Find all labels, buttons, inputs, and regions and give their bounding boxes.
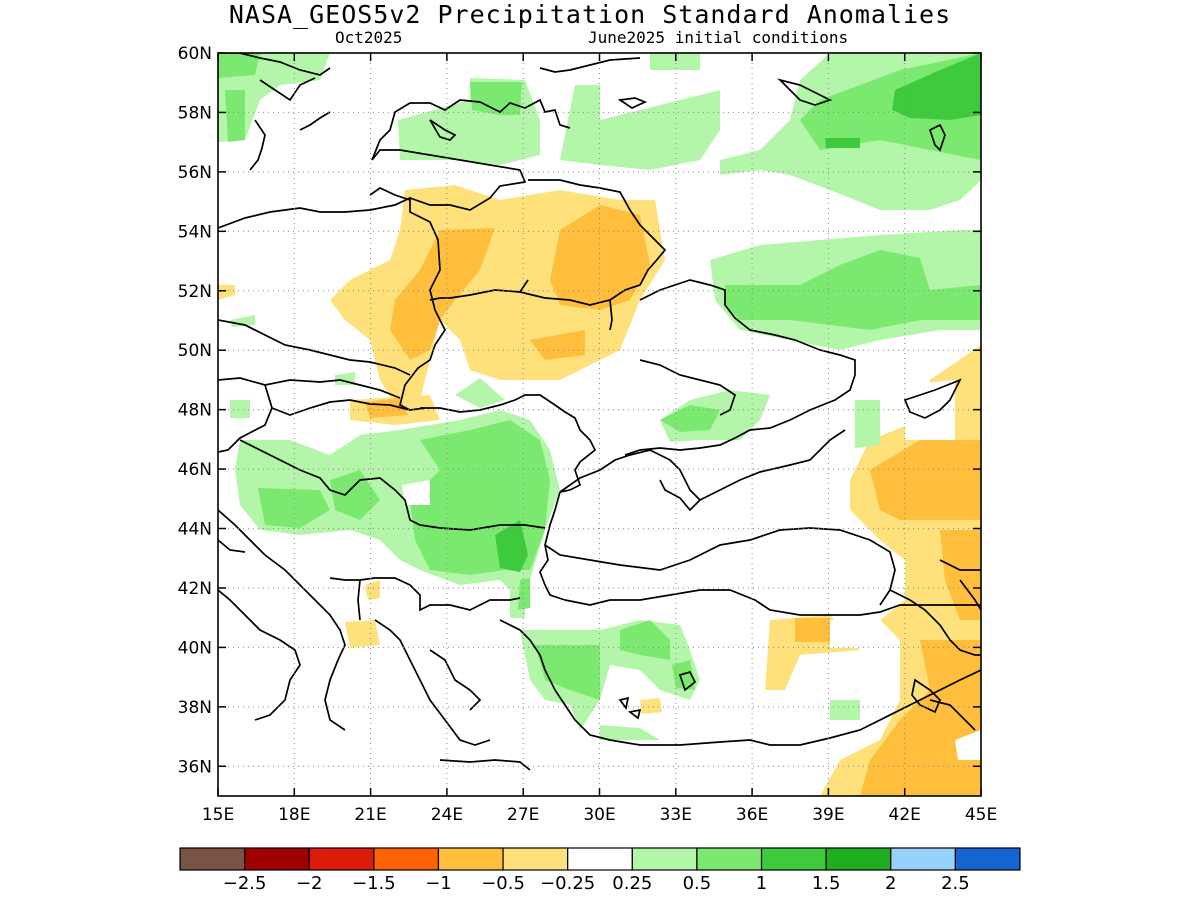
lon-tick-label: 21E	[354, 805, 386, 825]
lat-tick-label: 54N	[178, 222, 212, 242]
colorbar-label: −2.5	[223, 873, 267, 894]
lat-tick-label: 58N	[178, 103, 212, 123]
colorbar-swatch	[437, 847, 504, 871]
lon-tick-label: 39E	[812, 805, 844, 825]
lat-tick-label: 56N	[178, 163, 212, 183]
colorbar-label: −1.5	[352, 873, 396, 894]
lat-tick-label: 46N	[178, 460, 212, 480]
colorbar-swatch	[631, 847, 698, 871]
lon-tick-label: 36E	[736, 805, 768, 825]
colorbar-swatch	[825, 847, 892, 871]
colorbar-label: −0.25	[540, 873, 595, 894]
colorbar-swatch	[760, 847, 827, 871]
colorbar: −2.5 −2 −1.5 −1 −0.5 −0.25 0.25 0.5 1 1.5 2 2.5	[179, 847, 1021, 894]
colorbar-label: 1.5	[812, 873, 841, 894]
lat-tick-label: 36N	[178, 757, 212, 777]
colorbar-label: 0.25	[612, 873, 652, 894]
init-conditions-label: June2025 initial conditions	[588, 28, 849, 47]
colorbar-label: 1	[756, 873, 767, 894]
lat-tick-label: 60N	[178, 44, 212, 64]
colorbar-label: −0.5	[481, 873, 525, 894]
lat-tick-label: 42N	[178, 579, 212, 599]
lon-tick-label: 15E	[202, 805, 234, 825]
coastlines-and-borders	[218, 53, 981, 771]
colorbar-label: 0.5	[683, 873, 712, 894]
lon-tick-label: 45E	[965, 805, 997, 825]
colorbar-swatch	[502, 847, 569, 871]
colorbar-swatch	[179, 847, 246, 871]
grid-lines	[218, 53, 981, 796]
lon-tick-label: 24E	[431, 805, 463, 825]
anomaly-zone-minus-0-5	[365, 205, 981, 796]
colorbar-swatch	[244, 847, 310, 871]
axis-ticks: 15E 18E 21E 24E 27E 30E 33E 36E 39E 42E 45E 36N 38N 4…	[178, 44, 998, 825]
anomaly-shading	[218, 53, 981, 796]
colorbar-swatch	[696, 847, 763, 871]
colorbar-label: −2	[296, 873, 323, 894]
colorbar-swatch	[890, 847, 956, 871]
colorbar-label: 2	[885, 873, 896, 894]
lon-tick-label: 42E	[889, 805, 921, 825]
colorbar-swatch	[954, 847, 1021, 871]
colorbar-swatch	[567, 847, 633, 871]
chart-title: NASA_GEOS5v2 Precipitation Standard Anom…	[228, 0, 952, 29]
lat-tick-label: 52N	[178, 282, 212, 302]
anomaly-zone-plus-1	[495, 53, 981, 572]
lat-tick-label: 38N	[178, 698, 212, 718]
valid-month-label: Oct2025	[335, 28, 403, 47]
colorbar-label: −1	[425, 873, 452, 894]
lon-tick-label: 18E	[278, 805, 310, 825]
colorbar-label: 2.5	[941, 873, 970, 894]
lat-tick-label: 44N	[178, 520, 212, 540]
colorbar-swatch	[308, 847, 375, 871]
anomaly-zone-plus-0-5	[218, 53, 981, 700]
lat-tick-label: 48N	[178, 401, 212, 421]
lat-tick-label: 50N	[178, 341, 212, 361]
colorbar-swatch	[373, 847, 440, 871]
lon-tick-label: 33E	[660, 805, 692, 825]
lon-tick-label: 27E	[507, 805, 539, 825]
lat-tick-label: 40N	[178, 638, 212, 658]
lon-tick-label: 30E	[583, 805, 615, 825]
